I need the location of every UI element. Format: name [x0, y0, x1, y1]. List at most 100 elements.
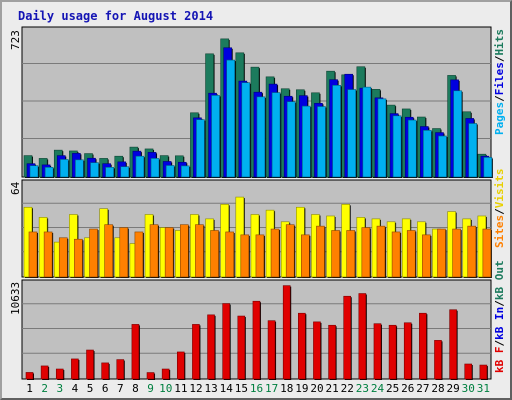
- bar: [331, 230, 340, 278]
- bar: [120, 166, 130, 178]
- bar: [179, 224, 189, 278]
- bar: [449, 309, 457, 380]
- bar: [407, 119, 417, 178]
- x-tick-label: 30: [462, 382, 475, 395]
- x-tick-label: 1: [26, 382, 33, 395]
- x-tick-label: 21: [326, 382, 339, 395]
- ymax-hits-label: 723: [9, 30, 22, 50]
- bar: [298, 312, 306, 380]
- bar: [131, 324, 140, 380]
- bar: [211, 95, 220, 178]
- ymax-visits-label: 64: [9, 181, 22, 195]
- bar: [207, 314, 215, 380]
- x-tick-label: 10: [159, 382, 172, 395]
- bar: [149, 224, 159, 278]
- bar: [373, 323, 382, 380]
- bar: [346, 230, 356, 278]
- panel-hits-files-pages: [21, 26, 493, 179]
- bar: [164, 227, 174, 278]
- x-tick-label: 15: [235, 382, 248, 395]
- bar: [59, 159, 69, 178]
- x-tick-label: 17: [265, 382, 278, 395]
- bar: [301, 234, 310, 278]
- bar: [423, 130, 432, 178]
- x-tick-label: 31: [477, 382, 490, 395]
- bar: [28, 231, 38, 278]
- bar: [377, 98, 387, 178]
- chart-title: Daily usage for August 2014: [18, 9, 213, 23]
- x-tick-label: 27: [416, 382, 429, 395]
- bar: [328, 324, 336, 380]
- x-tick-label: 18: [280, 382, 293, 395]
- bar: [43, 231, 53, 278]
- bar: [192, 324, 200, 380]
- x-tick-label: 29: [447, 382, 460, 395]
- bar: [313, 321, 321, 380]
- bar: [347, 89, 357, 178]
- x-tick-label: 20: [310, 382, 323, 395]
- bar: [150, 158, 160, 178]
- bar: [419, 312, 427, 380]
- bar: [343, 295, 352, 380]
- bar: [252, 300, 261, 380]
- bar: [388, 324, 397, 380]
- bar: [256, 96, 266, 178]
- bar: [75, 159, 84, 178]
- bar: [222, 303, 230, 380]
- bar: [267, 320, 276, 380]
- ymax-kbytes-label: 10633: [9, 282, 22, 315]
- bar: [468, 123, 478, 178]
- x-tick-label: 9: [147, 382, 154, 395]
- x-tick-labels: 1 2 3 4 5 6 7 8 9 10 11 12 13 14 15 16 17 18 19 20 21 22 23 24 2…: [26, 382, 490, 395]
- bar: [391, 231, 401, 278]
- x-tick-label: 26: [401, 382, 414, 395]
- bar: [237, 315, 246, 380]
- panel-visits-sites: [21, 179, 492, 278]
- bar: [482, 228, 492, 278]
- x-tick-label: 6: [102, 382, 109, 395]
- bar: [406, 230, 416, 278]
- bar: [270, 228, 280, 278]
- bar: [165, 165, 175, 178]
- x-tick-label: 23: [356, 382, 369, 395]
- x-tick-label: 19: [295, 382, 308, 395]
- bar: [55, 368, 64, 380]
- right-label: Pages/Files/Hits: [493, 29, 506, 135]
- bar: [240, 234, 250, 278]
- bar: [479, 364, 488, 380]
- bar: [161, 368, 170, 380]
- bar: [422, 234, 431, 278]
- bar: [316, 225, 325, 278]
- bar: [104, 224, 113, 278]
- x-tick-label: 3: [57, 382, 64, 395]
- bar: [86, 349, 94, 380]
- x-tick-label: 7: [117, 382, 124, 395]
- bar: [358, 293, 367, 380]
- bar: [302, 105, 311, 178]
- right-label: kB F/kB In/kB Out: [493, 260, 506, 373]
- bar: [196, 119, 205, 178]
- x-tick-label: 28: [431, 382, 444, 395]
- bar: [116, 359, 125, 380]
- bar: [195, 224, 204, 278]
- bar: [119, 227, 129, 278]
- bar: [25, 372, 34, 380]
- panel-kbytes: [21, 279, 492, 380]
- right-legend-labels: Pages/Files/Hits Sites/Visits kB F/kB In/k…: [493, 29, 506, 373]
- x-tick-label: 16: [250, 382, 263, 395]
- bar: [255, 234, 265, 278]
- bar: [89, 228, 98, 278]
- bar: [403, 322, 412, 380]
- x-tick-label: 11: [174, 382, 187, 395]
- bar: [29, 165, 39, 178]
- bar: [180, 165, 190, 178]
- bar: [58, 237, 68, 278]
- x-tick-label: 14: [220, 382, 234, 395]
- bar: [210, 230, 219, 278]
- bar: [271, 92, 281, 178]
- bar: [226, 59, 235, 178]
- bar: [361, 227, 371, 278]
- bar: [71, 358, 79, 380]
- bar: [438, 135, 447, 178]
- bar: [285, 224, 295, 278]
